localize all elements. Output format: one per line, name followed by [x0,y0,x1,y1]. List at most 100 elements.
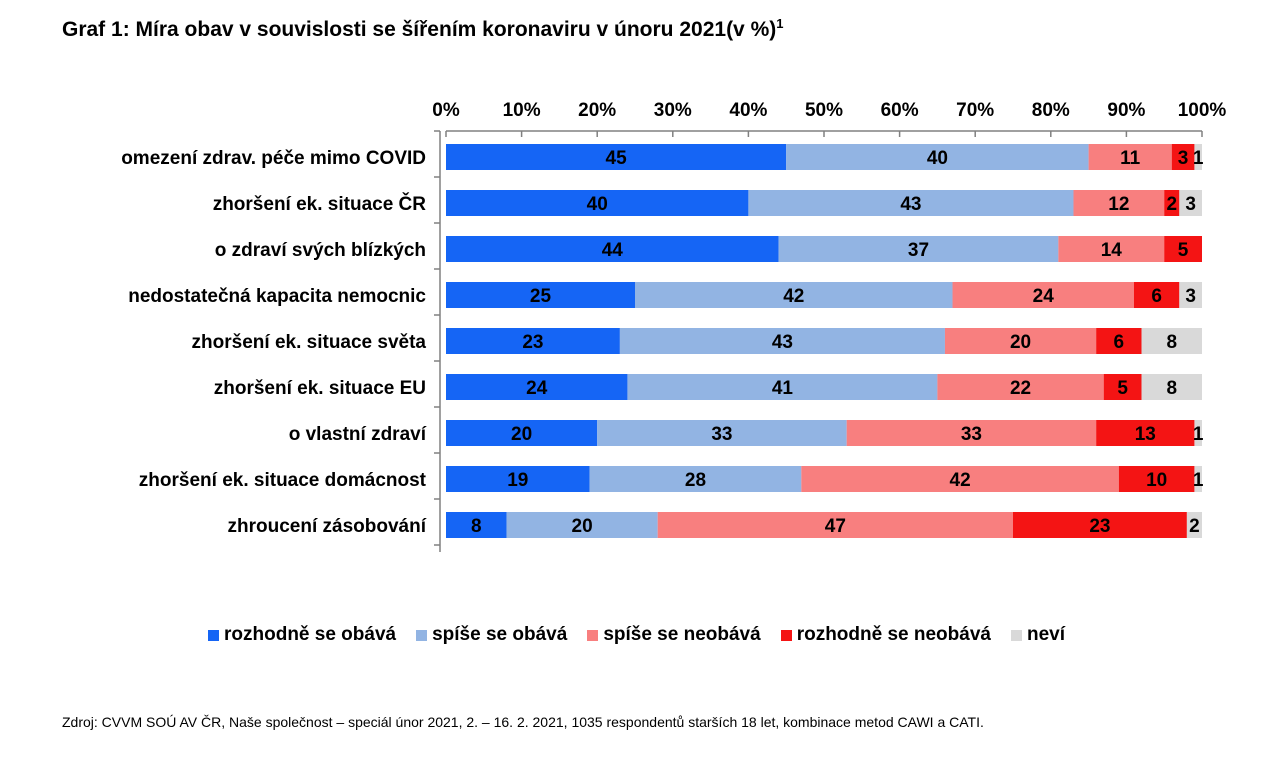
data-label: 20 [1010,332,1031,353]
bar-segment [1164,190,1180,216]
data-label: 37 [908,240,929,261]
bar-segment [446,512,507,538]
data-label: 40 [587,194,608,215]
data-label: 40 [927,148,948,169]
bar-segment [778,236,1059,262]
legend-swatch [780,629,792,641]
data-label: 14 [1101,240,1123,261]
data-label: 23 [1089,516,1110,537]
bar-segment [657,512,1013,538]
legend-label: neví [1026,624,1065,645]
data-label: 3 [1185,286,1196,307]
data-label: 43 [900,194,921,215]
legend-swatch [1010,629,1022,641]
bar-segment [446,282,635,308]
chart-title-footnote-mark: 1 [776,16,784,31]
data-label: 8 [1166,378,1177,399]
bar-segment [801,466,1119,492]
category-label: zhoršení ek. situace ČR [213,193,427,215]
bar-segment [1194,466,1202,492]
bar-segment [1164,236,1202,262]
bar-segment [635,282,953,308]
legend-label: rozhodně se neobává [796,624,991,645]
chart-legend: rozhodně se obává spíše se obává spíše se … [0,624,1273,646]
data-label: 19 [507,470,528,491]
bar-segment [1194,144,1202,170]
data-label: 24 [1033,286,1055,307]
data-label: 13 [1135,424,1156,445]
data-label: 44 [602,240,624,261]
chart-title-text: Graf 1: Míra obav v souvislosti se šířen… [62,18,777,41]
data-label: 42 [783,286,804,307]
x-tick-label: 20% [578,100,616,121]
bar-segment [1179,282,1202,308]
x-tick-label: 70% [956,100,994,121]
x-tick-label: 60% [881,100,919,121]
data-label: 1 [1193,470,1204,491]
data-label: 6 [1114,332,1125,353]
x-tick-label: 40% [729,100,767,121]
data-label: 8 [471,516,482,537]
chart-title: Graf 1: Míra obav v souvislosti se šířen… [62,16,784,42]
data-label: 2 [1166,194,1177,215]
category-label: omezení zdrav. péče mimo COVID [121,148,426,169]
bar-segment [446,466,590,492]
data-label: 5 [1178,240,1189,261]
legend-item: spíše se obává [416,624,567,646]
data-label: 20 [572,516,593,537]
legend-swatch [587,629,599,641]
legend-item: rozhodně se obává [208,624,396,646]
bar-segment [1118,466,1195,492]
bar-segment [944,328,1097,354]
category-label: o vlastní zdraví [289,424,427,445]
bar-segment [1179,190,1202,216]
data-label: 12 [1108,194,1129,215]
data-label: 1 [1193,148,1204,169]
category-label: zhoršení ek. situace světa [192,332,427,353]
data-label: 3 [1185,194,1196,215]
legend-label: spíše se obává [432,624,568,645]
bar-segment [597,420,847,446]
data-label: 2 [1189,516,1200,537]
legend-item: neví [1010,624,1065,646]
x-tick-label: 100% [1178,100,1227,121]
bar-segment [627,374,938,400]
stacked-bar-chart: 0% 10% 20% 30% 40% 50% 60% 70% 80% 90% 100% omezení… [121,100,1227,552]
bar-segment [1171,144,1195,170]
data-label: 42 [950,470,971,491]
bar-segment [1103,374,1142,400]
data-label: 10 [1146,470,1167,491]
data-label: 5 [1117,378,1128,399]
category-label: zhroucení zásobování [228,516,427,537]
bar-segment [506,512,658,538]
data-label: 8 [1166,332,1177,353]
bar-segment [1073,190,1165,216]
bar-segment [589,466,802,492]
bar-segment [748,190,1074,216]
legend-label: rozhodně se obává [224,624,397,645]
data-label: 3 [1178,148,1189,169]
data-label: 22 [1010,378,1031,399]
bar-segment [1141,374,1202,400]
data-label: 23 [522,332,543,353]
data-label: 11 [1120,148,1141,169]
legend-item: spíše se neobává [587,624,761,646]
bar-segment [446,144,787,170]
legend-label: spíše se neobává [603,624,761,645]
data-label: 45 [606,148,628,169]
bar-segment [446,328,620,354]
data-label: 43 [772,332,793,353]
x-tick-label: 50% [805,100,843,121]
category-label: o zdraví svých blízkých [215,240,426,261]
bar-segment [1058,236,1165,262]
data-label: 28 [685,470,706,491]
bar-segment [1096,328,1142,354]
data-label: 24 [526,378,548,399]
data-label: 41 [772,378,794,399]
bar-segment [952,282,1134,308]
bar-segment [446,374,628,400]
legend-item: rozhodně se neobává [780,624,991,646]
data-label: 47 [825,516,846,537]
legend-swatch [208,629,219,641]
data-label: 20 [511,424,532,445]
